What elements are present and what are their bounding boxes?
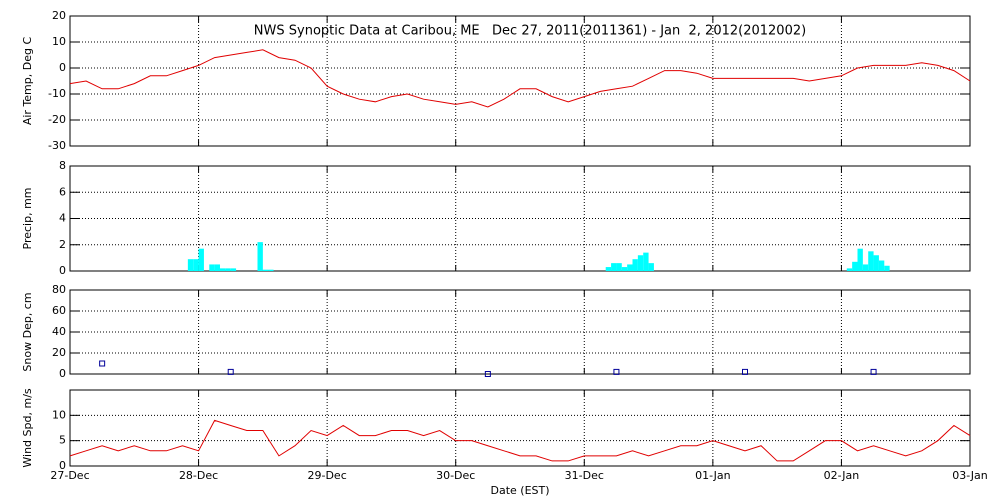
data-point xyxy=(227,368,234,375)
y-tick-label: 4 xyxy=(59,212,66,225)
precip-bar xyxy=(643,252,649,271)
x-tick-label: 29-Dec xyxy=(308,469,347,482)
x-tick-label: 30-Dec xyxy=(436,469,475,482)
x-tick-label: 28-Dec xyxy=(179,469,218,482)
y-tick-label: 60 xyxy=(52,304,66,317)
y-tick-label: 20 xyxy=(52,9,66,22)
y-tick-label: 0 xyxy=(59,459,66,472)
data-point xyxy=(99,360,106,367)
data-point xyxy=(613,368,620,375)
precip-bar xyxy=(873,255,879,271)
x-tick-label: 31-Dec xyxy=(565,469,604,482)
data-point xyxy=(484,371,491,377)
y-tick-label: 2 xyxy=(59,238,66,251)
precip-bar xyxy=(632,259,638,271)
y-tick-label: 6 xyxy=(59,185,66,198)
plot-frame xyxy=(69,389,971,467)
data-point xyxy=(742,368,748,375)
x-tick-label: 27-Dec xyxy=(50,469,89,482)
precip-bar xyxy=(637,255,644,271)
y-tick-label: 40 xyxy=(52,325,66,338)
precip-bar xyxy=(257,242,263,271)
precip-bar xyxy=(262,269,269,271)
y-tick-label: 0 xyxy=(59,367,66,380)
y-tick-label: -10 xyxy=(48,87,66,100)
y-tick-label: 0 xyxy=(59,264,66,277)
precip-bar xyxy=(225,268,231,271)
precip-bar xyxy=(198,248,204,271)
data-line xyxy=(69,49,971,108)
chart-title: NWS Synoptic Data at Caribou, ME Dec 27,… xyxy=(254,24,806,39)
y-axis-label: Air Temp, Deg C xyxy=(21,37,34,126)
precip-bar xyxy=(193,259,199,271)
precip-bar xyxy=(862,264,869,271)
precip-bar xyxy=(884,265,890,271)
x-tick-label: 03-Jan xyxy=(952,469,988,482)
y-tick-label: -30 xyxy=(48,139,66,152)
precip-bar xyxy=(230,268,237,271)
precip-bar xyxy=(852,261,858,271)
precip-bar xyxy=(846,268,853,271)
precip-bar xyxy=(616,263,622,271)
precip-bar xyxy=(187,259,194,271)
precip-bar xyxy=(220,268,226,271)
precip-bar xyxy=(214,264,220,271)
y-tick-label: 10 xyxy=(52,35,66,48)
precip-bar xyxy=(611,263,617,271)
y-tick-label: 8 xyxy=(59,159,66,172)
precip-bar xyxy=(627,264,633,271)
precip-bar xyxy=(868,251,874,271)
y-tick-label: -20 xyxy=(48,113,66,126)
x-axis-label: Date (EST) xyxy=(490,484,549,497)
precip-bar xyxy=(209,264,215,271)
y-axis-label: Snow Dep, cm xyxy=(21,292,34,371)
y-tick-label: 20 xyxy=(52,346,66,359)
precip-bar xyxy=(268,269,274,271)
y-tick-label: 80 xyxy=(52,283,66,296)
data-point xyxy=(870,368,877,375)
precip-bar xyxy=(605,267,612,271)
plot-frame xyxy=(69,165,971,272)
y-tick-label: 10 xyxy=(52,408,66,421)
precip-bar xyxy=(648,263,654,271)
y-axis-label: Wind Spd, m/s xyxy=(21,388,34,468)
data-line xyxy=(69,419,971,462)
plot-frame xyxy=(69,289,971,375)
y-tick-label: 5 xyxy=(59,434,66,447)
y-tick-label: 0 xyxy=(59,61,66,74)
precip-bar xyxy=(621,267,628,271)
x-tick-label: 02-Jan xyxy=(824,469,860,482)
precip-bar xyxy=(878,260,885,271)
x-tick-label: 01-Jan xyxy=(695,469,731,482)
precip-bar xyxy=(857,248,863,271)
y-axis-label: Precip, mm xyxy=(21,188,34,250)
